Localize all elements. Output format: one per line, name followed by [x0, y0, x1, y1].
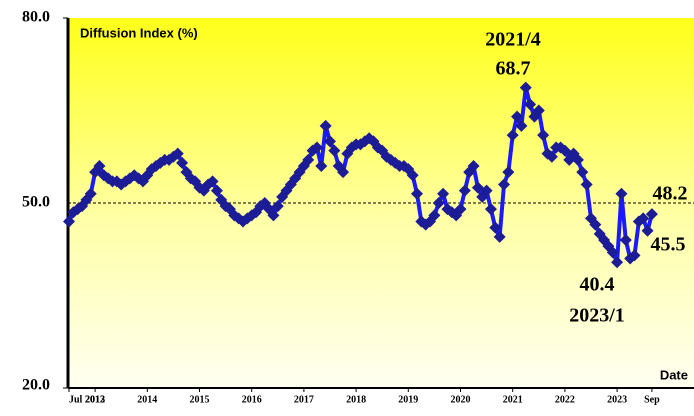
- marker: [432, 197, 445, 209]
- marker: [641, 224, 654, 237]
- x-tick-label: Jul 2012: [69, 394, 105, 405]
- marker: [506, 129, 519, 142]
- annotation: 40.4: [580, 274, 615, 296]
- x-axis-label: Date: [660, 367, 688, 382]
- marker: [576, 166, 589, 179]
- marker: [637, 212, 650, 225]
- x-tick-label: 2019: [398, 394, 418, 405]
- marker: [511, 110, 524, 123]
- marker: [519, 81, 532, 94]
- marker: [324, 135, 336, 148]
- marker: [310, 141, 323, 154]
- marker: [84, 187, 97, 200]
- marker: [480, 184, 493, 197]
- x-tick-label: 2014: [137, 394, 157, 405]
- marker: [606, 246, 619, 259]
- y-tick-label: 20.0: [22, 377, 50, 394]
- x-tick-label: 2022: [555, 394, 575, 405]
- marker: [484, 203, 497, 216]
- marker: [302, 153, 315, 166]
- marker: [580, 178, 593, 191]
- marker: [628, 249, 641, 262]
- x-tick-label: 2017: [294, 394, 314, 405]
- marker: [502, 166, 515, 179]
- marker: [458, 184, 471, 197]
- marker: [454, 203, 467, 216]
- x-tick-label: 2015: [190, 394, 210, 405]
- marker: [489, 221, 502, 234]
- marker: [498, 178, 510, 191]
- x-tick-label: 2018: [346, 394, 366, 405]
- marker: [328, 144, 341, 157]
- marker: [63, 215, 75, 228]
- annotation: 48.2: [653, 183, 688, 205]
- marker: [524, 98, 537, 111]
- marker: [93, 160, 106, 172]
- marker: [537, 129, 550, 142]
- annotation: 68.7: [496, 58, 531, 80]
- x-tick-label: 2021: [503, 394, 523, 405]
- marker: [437, 187, 450, 200]
- x-tick-label: 2023: [607, 394, 627, 405]
- marker: [245, 209, 258, 222]
- x-tick-label: 2013: [85, 394, 105, 405]
- marker: [493, 230, 506, 243]
- marker: [210, 184, 223, 197]
- marker: [319, 119, 332, 132]
- y-axis-label: Diffusion Index (%): [80, 25, 198, 40]
- marker: [532, 104, 545, 117]
- marker: [619, 234, 632, 246]
- annotation: 2023/1: [569, 305, 625, 327]
- x-tick-label: Sep: [644, 394, 660, 405]
- marker: [428, 209, 441, 222]
- annotation: 2021/4: [485, 29, 541, 51]
- marker: [515, 119, 528, 132]
- marker: [467, 160, 480, 172]
- marker: [611, 256, 624, 269]
- y-tick-label: 50.0: [22, 194, 50, 211]
- marker: [267, 209, 280, 222]
- x-tick-label: 2016: [242, 394, 262, 405]
- marker: [545, 150, 558, 163]
- x-tick-label: 2020: [451, 394, 471, 405]
- marker: [206, 175, 219, 188]
- marker: [645, 208, 658, 221]
- marker: [176, 156, 189, 169]
- marker: [411, 187, 423, 200]
- marker: [406, 169, 419, 182]
- marker: [337, 166, 350, 179]
- marker: [589, 218, 602, 231]
- marker: [571, 153, 584, 166]
- marker: [315, 160, 328, 172]
- marker: [615, 187, 628, 200]
- y-tick-label: 80.0: [22, 9, 50, 26]
- marker: [171, 147, 184, 160]
- marker: [271, 200, 284, 213]
- annotation: 45.5: [651, 234, 686, 256]
